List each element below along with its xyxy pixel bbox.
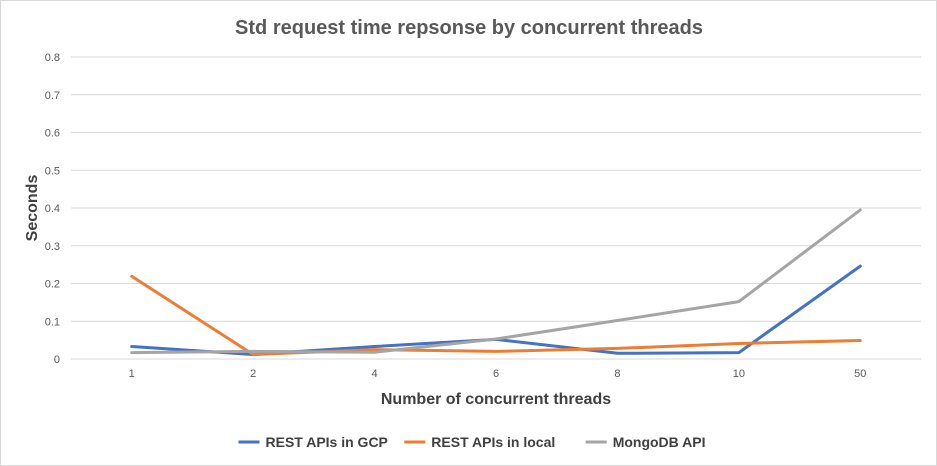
gridlines	[71, 56, 921, 360]
y-tick-label: 0.6	[45, 128, 60, 140]
legend-label: REST APIs in GCP	[266, 434, 388, 450]
x-tick-label: 8	[614, 368, 620, 380]
y-tick-label: 0.1	[45, 316, 60, 328]
x-axis-title: Number of concurrent threads	[381, 391, 611, 408]
y-tick-label: 0.5	[45, 165, 60, 177]
y-tick-label: 0.7	[45, 90, 60, 102]
chart-title: Std request time repsonse by concurrent …	[235, 17, 703, 39]
x-tick-label: 4	[372, 368, 378, 380]
series-line-1	[130, 264, 862, 356]
y-axis-title: Seconds	[24, 175, 41, 242]
x-tick-label: 10	[733, 368, 745, 380]
legend: REST APIs in GCP REST APIs in local MongoD…	[238, 434, 706, 450]
x-tick-label: 6	[493, 368, 499, 380]
series-line-3	[130, 208, 862, 355]
x-tick-label: 2	[250, 368, 256, 380]
y-tick-label: 0.8	[45, 52, 60, 64]
series-line-2	[130, 274, 862, 356]
y-tick-label: 0.2	[45, 279, 60, 291]
x-axis-ticks: 1 2 4 6 8 10 50	[129, 368, 867, 380]
y-tick-label: 0.3	[45, 241, 60, 253]
y-axis-ticks: 0 0.1 0.2 0.3 0.4 0.5 0.6 0.7 0.8	[45, 52, 60, 366]
legend-label: REST APIs in local	[431, 434, 555, 450]
x-tick-label: 1	[129, 368, 135, 380]
y-tick-label: 0.4	[45, 203, 60, 215]
y-tick-label: 0	[54, 354, 60, 366]
legend-label: MongoDB API	[613, 434, 706, 450]
series-lines	[130, 208, 862, 356]
x-tick-label: 50	[854, 368, 866, 380]
